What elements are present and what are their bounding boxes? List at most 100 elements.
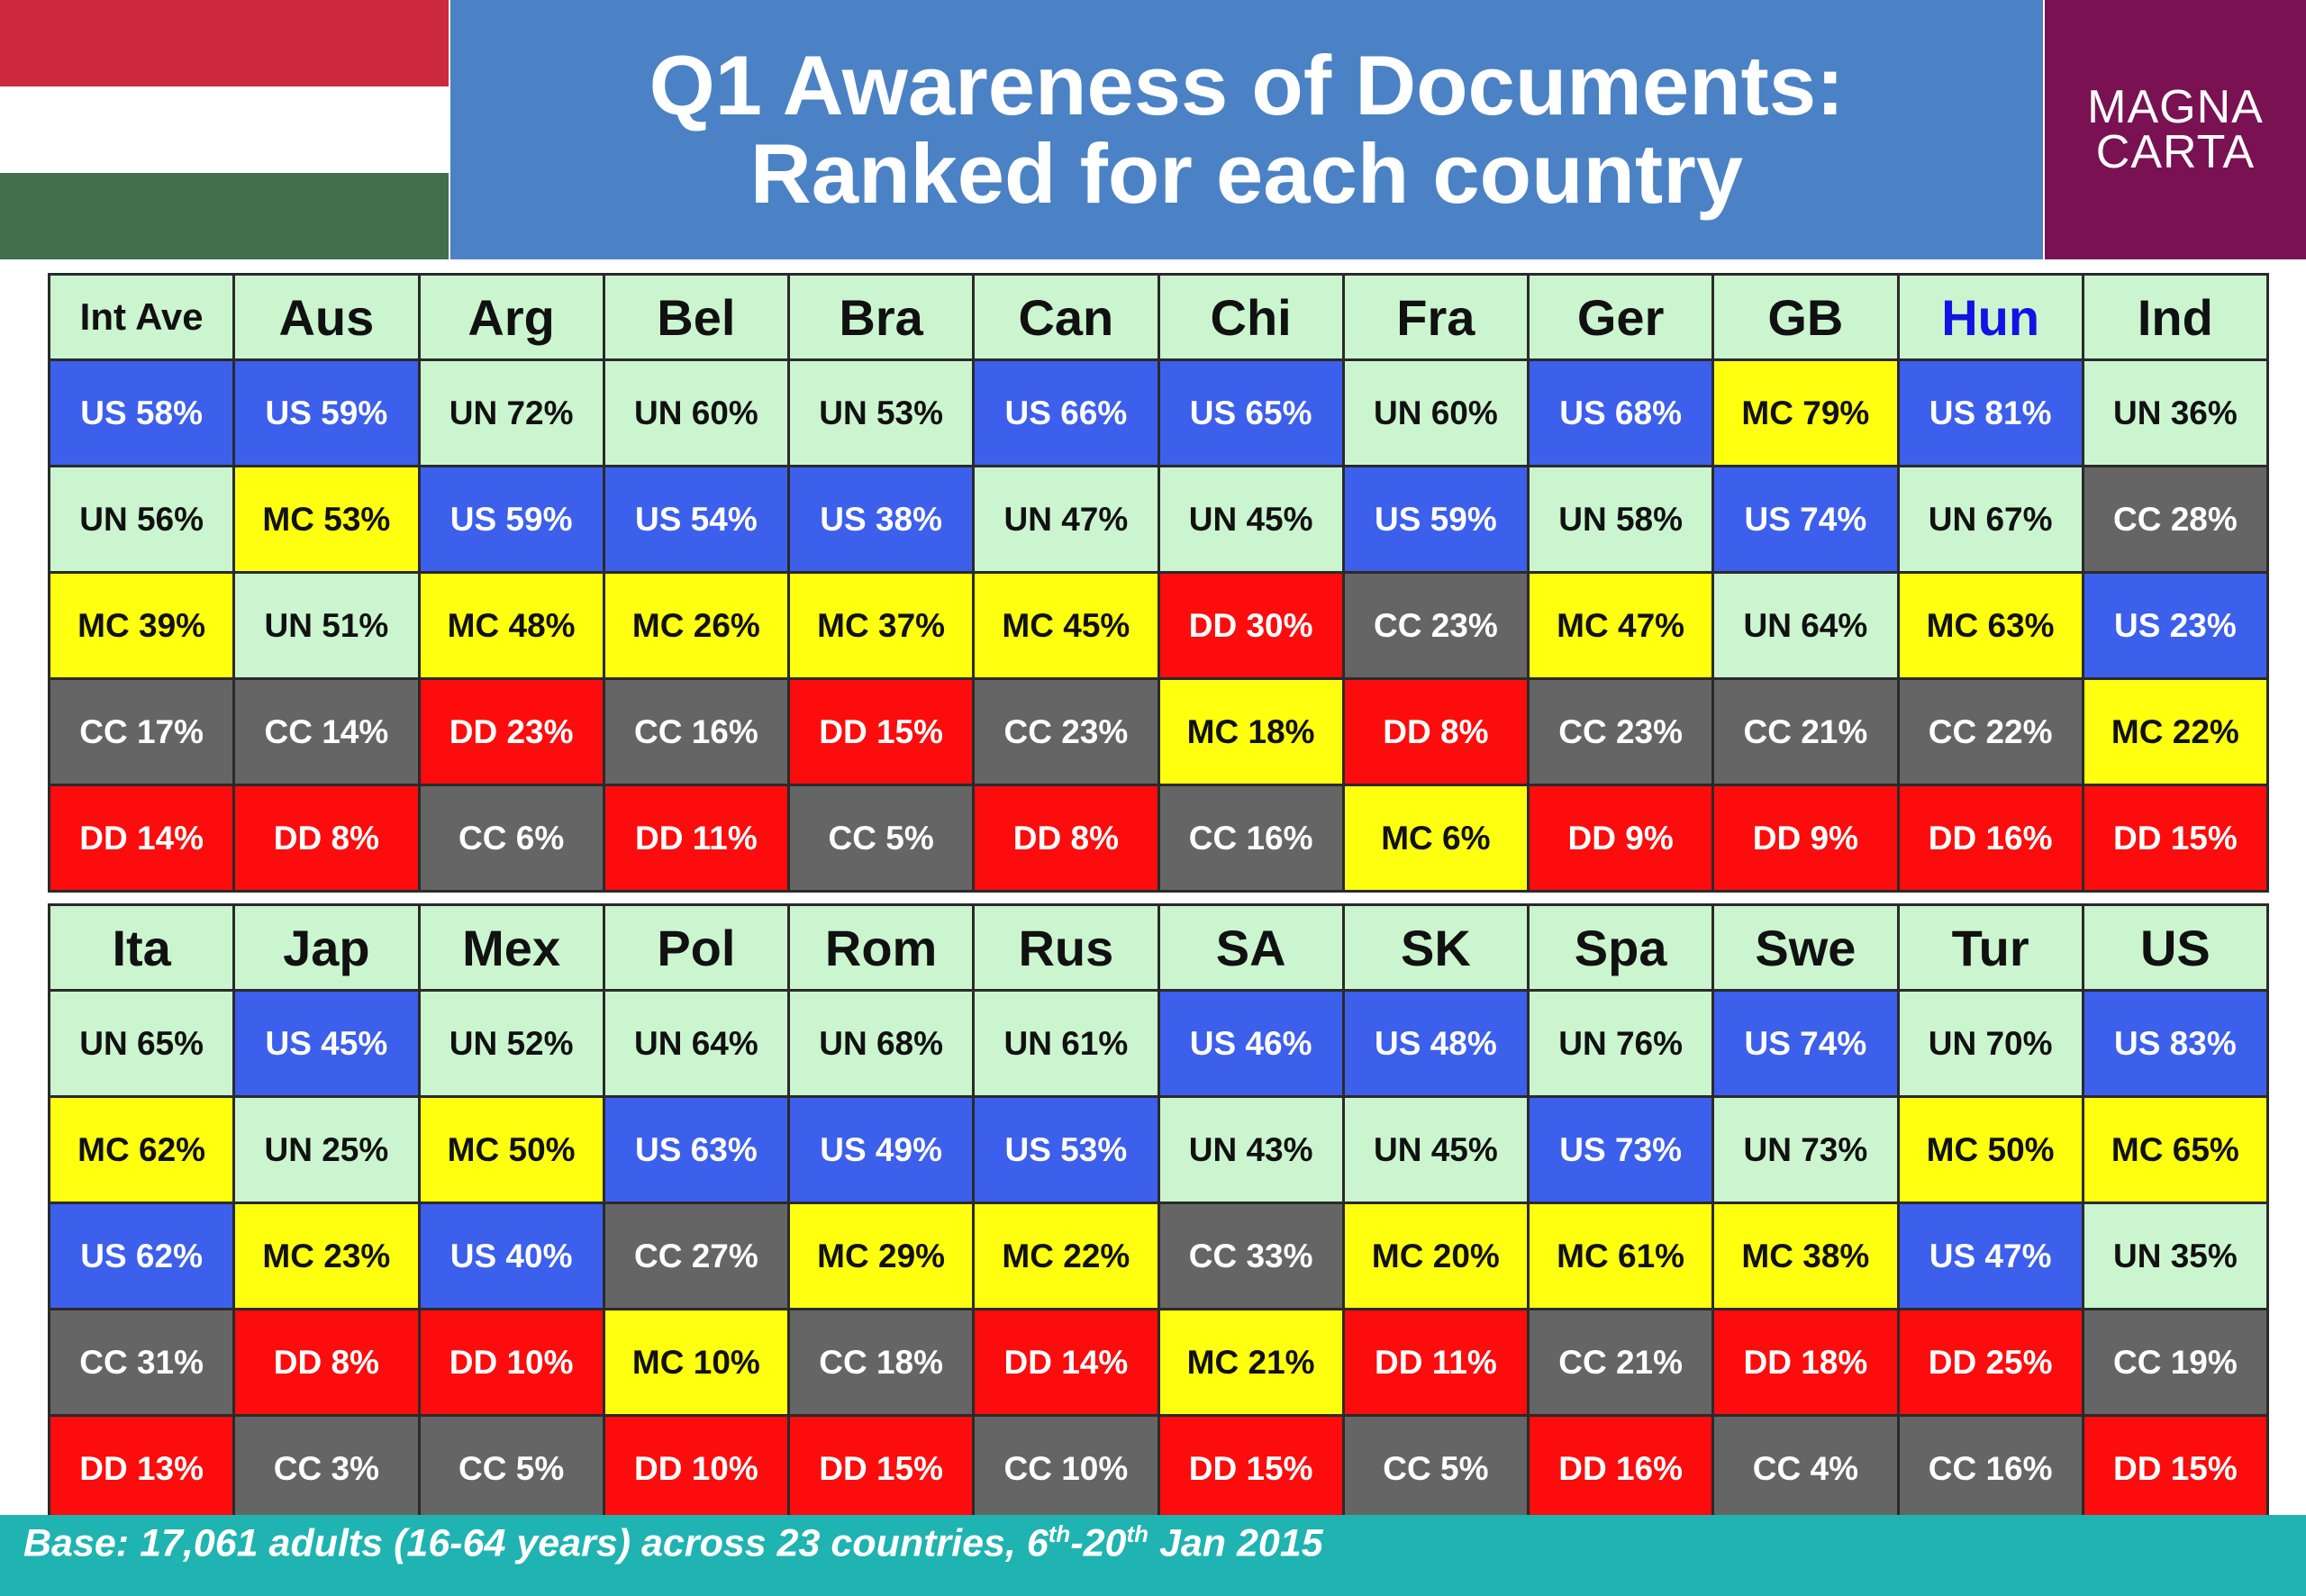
rank-cell: CC 4% [1714, 1417, 1897, 1520]
column-header: Can [975, 276, 1158, 358]
column-header: SA [1159, 906, 1342, 989]
rank-cell: UN 76% [1530, 992, 1712, 1095]
ranking-table-bottom: Ita Jap Mex Pol Rom Rus SA SK Spa Swe Tur US UN 65% U… [48, 903, 2269, 1523]
rank-cell: MC 29% [790, 1204, 973, 1308]
rank-cell: MC 48% [420, 574, 603, 677]
column-header: Pol [604, 906, 787, 989]
rank-cell: DD 18% [1714, 1310, 1897, 1414]
footer-sup-2: th [1126, 1520, 1148, 1547]
rank-cell: CC 16% [1159, 786, 1342, 890]
rank-cell: MC 10% [604, 1310, 787, 1414]
rank-cell: DD 8% [975, 786, 1158, 890]
rank-cell: US 83% [2084, 992, 2266, 1095]
rank-cell: MC 26% [604, 574, 787, 677]
rank-cell: US 66% [975, 361, 1158, 465]
rank-cell: CC 18% [790, 1310, 973, 1414]
rank-cell: DD 15% [790, 680, 973, 784]
column-header: Rus [975, 906, 1158, 989]
footer-base-note: Base: 17,061 adults (16-64 years) across… [23, 1520, 1323, 1565]
rank-cell: US 23% [2084, 574, 2266, 677]
column-header: Aus [235, 276, 418, 358]
rank-cell: UN 43% [1159, 1098, 1342, 1202]
rank-cell: US 81% [1899, 361, 2082, 465]
rank-cell: MC 37% [790, 574, 973, 677]
rank-cell: US 74% [1714, 467, 1897, 571]
rank-cell: UN 65% [50, 992, 233, 1095]
rank-cell: CC 16% [1899, 1417, 2082, 1520]
magna-carta-logo: MAGNA CARTA [2045, 0, 2306, 259]
rank-cell: CC 23% [1344, 574, 1527, 677]
rank-cell: CC 6% [420, 786, 603, 890]
rank-cell: UN 58% [1530, 467, 1712, 571]
flag-stripe-green [0, 173, 449, 259]
column-header: US [2084, 906, 2266, 989]
rank-cell: US 58% [50, 361, 233, 465]
column-header: Tur [1899, 906, 2082, 989]
rank-cell: MC 62% [50, 1098, 233, 1202]
rank-cell: US 59% [1344, 467, 1527, 571]
column-header: Spa [1530, 906, 1712, 989]
rank-cell: MC 63% [1899, 574, 2082, 677]
rank-cell: MC 53% [235, 467, 418, 571]
column-header: Bra [790, 276, 973, 358]
rank-cell: MC 20% [1344, 1204, 1527, 1308]
rank-cell: UN 73% [1714, 1098, 1897, 1202]
rank-cell: US 48% [1344, 992, 1527, 1095]
footer-text-mid: -20 [1070, 1521, 1127, 1565]
rank-cell: US 40% [420, 1204, 603, 1308]
footer-bar: Base: 17,061 adults (16-64 years) across… [0, 1515, 2306, 1596]
rank-cell: US 59% [420, 467, 603, 571]
rank-cell: DD 11% [604, 786, 787, 890]
rank-cell: UN 61% [975, 992, 1158, 1095]
column-header: Jap [235, 906, 418, 989]
rank-cell: MC 22% [2084, 680, 2266, 784]
column-header: Mex [420, 906, 603, 989]
rank-cell: DD 10% [420, 1310, 603, 1414]
rank-cell: MC 39% [50, 574, 233, 677]
rank-cell: CC 22% [1899, 680, 2082, 784]
rank-cell: UN 53% [790, 361, 973, 465]
rank-cell: DD 10% [604, 1417, 787, 1520]
rank-cell: MC 6% [1344, 786, 1527, 890]
rank-cell: UN 64% [604, 992, 787, 1095]
rank-cell: US 68% [1530, 361, 1712, 465]
rank-cell: US 49% [790, 1098, 973, 1202]
column-header: Ita [50, 906, 233, 989]
rank-cell: DD 15% [790, 1417, 973, 1520]
rank-cell: UN 70% [1899, 992, 2082, 1095]
rank-cell: US 45% [235, 992, 418, 1095]
rank-cell: MC 79% [1714, 361, 1897, 465]
rank-cell: DD 9% [1714, 786, 1897, 890]
rank-cell: US 47% [1899, 1204, 2082, 1308]
rank-cell: UN 64% [1714, 574, 1897, 677]
rank-cell: UN 72% [420, 361, 603, 465]
page-title-line2: Ranked for each country [749, 126, 1744, 221]
rank-cell: CC 31% [50, 1310, 233, 1414]
column-header: Swe [1714, 906, 1897, 989]
rank-cell: UN 35% [2084, 1204, 2266, 1308]
column-header: GB [1714, 276, 1897, 358]
rank-cell: DD 30% [1159, 574, 1342, 677]
footer-text-start: Base: 17,061 adults (16-64 years) across… [23, 1521, 1049, 1565]
rank-cell: CC 3% [235, 1417, 418, 1520]
rank-cell: US 46% [1159, 992, 1342, 1095]
rank-cell: US 59% [235, 361, 418, 465]
rank-cell: UN 25% [235, 1098, 418, 1202]
rank-cell: DD 16% [1530, 1417, 1712, 1520]
rank-cell: MC 18% [1159, 680, 1342, 784]
rank-cell: CC 21% [1714, 680, 1897, 784]
rank-cell: DD 14% [50, 786, 233, 890]
rank-cell: UN 45% [1344, 1098, 1527, 1202]
rank-cell: CC 10% [975, 1417, 1158, 1520]
rank-cell: US 62% [50, 1204, 233, 1308]
rank-cell: CC 23% [975, 680, 1158, 784]
ranking-table-top: Int Ave Aus Arg Bel Bra Can Chi Fra Ger GB Hun Ind U… [48, 273, 2269, 893]
rank-cell: UN 60% [1344, 361, 1527, 465]
column-header: Hun [1899, 276, 2082, 358]
flag-stripe-white [0, 86, 449, 173]
rank-cell: MC 22% [975, 1204, 1158, 1308]
rank-cell: US 74% [1714, 992, 1897, 1095]
rank-cell: MC 45% [975, 574, 1158, 677]
rank-cell: US 54% [604, 467, 787, 571]
logo-word-magna: MAGNA [2087, 81, 2264, 133]
